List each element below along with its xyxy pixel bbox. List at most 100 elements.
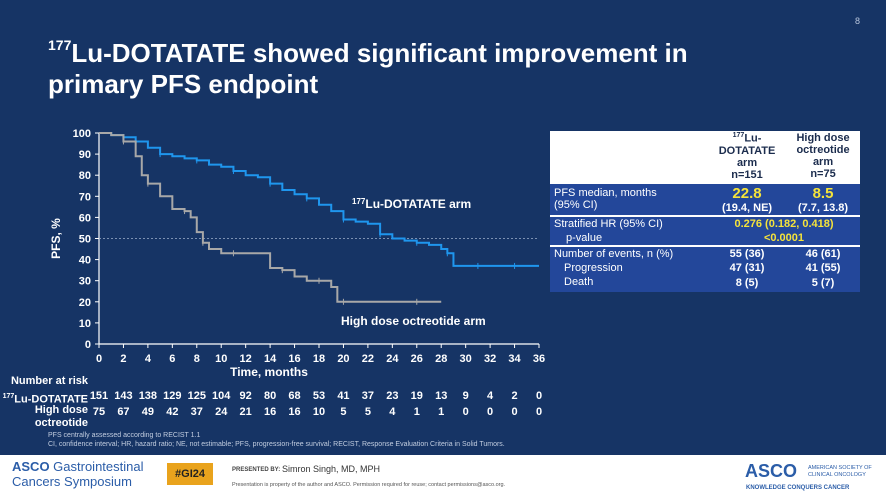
death-lu: 8 (5) bbox=[708, 274, 787, 292]
presenter-name: Simron Singh, MD, MPH bbox=[282, 464, 381, 474]
table-header-oct-line2: octreotide bbox=[796, 144, 850, 157]
risk-num-lu: 53 bbox=[312, 390, 326, 402]
pfs-oct-value: 8.5 bbox=[812, 184, 834, 202]
risk-num-octreotide: 0 bbox=[487, 406, 494, 418]
hr-label: Stratified HR (95% CI) bbox=[550, 214, 708, 231]
death-label: Death bbox=[550, 274, 708, 292]
risk-num-lu: 92 bbox=[239, 390, 252, 402]
footer-bar: ASCO Gastrointestinal Cancers Symposium … bbox=[0, 455, 886, 498]
table-header-row: 177Lu- DOTATATE arm n=151 High dose octr… bbox=[550, 131, 860, 183]
asco-gi-logo: ASCO Gastrointestinal Cancers Symposium bbox=[12, 459, 144, 489]
risk-num-lu: 143 bbox=[114, 390, 133, 402]
x-tick-label: 10 bbox=[215, 353, 227, 365]
risk-num-octreotide: 4 bbox=[389, 406, 396, 418]
risk-num-lu: 19 bbox=[410, 390, 423, 402]
risk-num-octreotide: 10 bbox=[312, 406, 326, 418]
x-tick-label: 18 bbox=[313, 353, 325, 365]
risk-num-octreotide: 21 bbox=[239, 406, 252, 418]
risk-num-octreotide: 37 bbox=[190, 406, 203, 418]
death-oct: 5 (7) bbox=[786, 274, 860, 292]
risk-num-octreotide: 0 bbox=[462, 406, 469, 418]
table-header-lu-line2: DOTATATE bbox=[718, 144, 776, 157]
risk-num-lu: 80 bbox=[263, 390, 277, 402]
x-tick-label: 2 bbox=[120, 353, 126, 365]
pfs-label-1: PFS median, months bbox=[554, 187, 657, 200]
risk-num-octreotide: 49 bbox=[141, 406, 154, 418]
series-line-lu-dotatate bbox=[99, 132, 539, 267]
table-header-oct-line1: High dose bbox=[796, 132, 850, 145]
table-header-lu-rest: Lu- bbox=[744, 132, 762, 145]
x-tick-label: 0 bbox=[96, 353, 102, 365]
risk-row-label-octreotide-line1: High dose bbox=[34, 404, 88, 416]
risk-row-label-lu-sup: 177 bbox=[2, 393, 15, 400]
p-label: p-value bbox=[550, 230, 708, 246]
series-label-lu-dotatate: 177Lu-DOTATATE arm bbox=[352, 197, 471, 211]
table-row-pvalue: p-value <0.0001 bbox=[550, 230, 860, 246]
risk-num-lu: 129 bbox=[163, 390, 182, 402]
x-tick-label: 6 bbox=[169, 353, 175, 365]
footnote-1: PFS centrally assessed according to RECI… bbox=[48, 432, 201, 439]
risk-num-lu: 104 bbox=[212, 390, 231, 402]
hr-value: 0.276 (0.182, 0.418) bbox=[708, 214, 860, 231]
risk-table-title: Number at risk bbox=[10, 375, 88, 387]
pfs-oct-ci: (7.7, 13.8) bbox=[797, 201, 849, 214]
progression-label: Progression bbox=[550, 260, 708, 275]
events-oct: 46 (61) bbox=[786, 244, 860, 261]
risk-num-lu: 68 bbox=[288, 390, 301, 402]
y-tick-label: 40 bbox=[79, 255, 91, 267]
asco-society-line1: AMERICAN SOCIETY OF bbox=[808, 465, 872, 471]
x-tick-label: 32 bbox=[484, 353, 496, 365]
x-axis-label: Time, months bbox=[230, 365, 308, 378]
asco-logo: ASCO bbox=[745, 461, 798, 481]
risk-num-lu: 9 bbox=[462, 390, 469, 402]
pfs-lu-ci: (19.4, NE) bbox=[721, 201, 773, 214]
risk-num-octreotide: 0 bbox=[511, 406, 518, 418]
y-axis-label: PFS, % bbox=[49, 218, 63, 259]
progression-oct: 41 (55) bbox=[786, 260, 860, 275]
series-label-octreotide: High dose octreotide arm bbox=[341, 314, 486, 328]
asco-society-name: AMERICAN SOCIETY OF CLINICAL ONCOLOGY bbox=[808, 465, 878, 479]
risk-num-octreotide: 24 bbox=[215, 406, 228, 418]
risk-num-lu: 138 bbox=[138, 390, 158, 402]
table-header-blank bbox=[550, 131, 708, 183]
risk-num-lu: 23 bbox=[386, 390, 399, 402]
risk-row-label-lu-text: Lu-DOTATATE bbox=[14, 393, 88, 406]
x-tick-label: 22 bbox=[362, 353, 374, 365]
risk-num-lu: 0 bbox=[535, 390, 543, 402]
y-tick-label: 70 bbox=[79, 191, 91, 203]
risk-num-octreotide: 1 bbox=[413, 406, 420, 418]
table-header-lu-sup: 177 bbox=[732, 132, 745, 139]
series-label-lu-sup: 177 bbox=[352, 197, 366, 206]
summary-table: 177Lu- DOTATATE arm n=151 High dose octr… bbox=[550, 131, 860, 292]
pfs-oct-cell: 8.5 (7.7, 13.8) bbox=[786, 181, 860, 216]
x-tick-label: 28 bbox=[435, 353, 447, 365]
x-tick-label: 26 bbox=[411, 353, 423, 365]
table-header-lu: 177Lu- DOTATATE arm n=151 bbox=[708, 131, 787, 183]
x-tick-label: 30 bbox=[460, 353, 472, 365]
risk-num-lu: 125 bbox=[187, 390, 206, 402]
risk-num-octreotide: 16 bbox=[263, 406, 277, 418]
table-row-progression: Progression 47 (31) 41 (55) bbox=[550, 260, 860, 275]
presented-by-label: PRESENTED BY: bbox=[232, 467, 281, 473]
risk-num-lu: 4 bbox=[487, 390, 494, 402]
y-tick-label: 10 bbox=[79, 318, 91, 330]
y-tick-label: 90 bbox=[79, 149, 91, 161]
risk-num-lu: 41 bbox=[337, 390, 350, 402]
table-row-hr: Stratified HR (95% CI) 0.276 (0.182, 0.4… bbox=[550, 214, 860, 231]
risk-num-lu: 13 bbox=[435, 390, 448, 402]
x-tick-label: 24 bbox=[386, 353, 399, 365]
pfs-lu-value: 22.8 bbox=[732, 184, 762, 202]
events-label: Number of events, n (%) bbox=[550, 244, 708, 261]
p-value: <0.0001 bbox=[708, 230, 860, 246]
x-tick-label: 16 bbox=[288, 353, 300, 365]
risk-row-label-octreotide: High dose octreotide bbox=[0, 404, 88, 430]
slide: 8 177Lu-DOTATATE showed significant impr… bbox=[0, 0, 886, 455]
risk-num-octreotide: 5 bbox=[364, 406, 371, 418]
x-tick-label: 36 bbox=[533, 353, 545, 365]
asco-tagline: KNOWLEDGE CONQUERS CANCER bbox=[746, 485, 850, 491]
x-tick-label: 14 bbox=[264, 353, 277, 365]
page-number: 8 bbox=[854, 16, 860, 26]
risk-num-octreotide: 67 bbox=[117, 406, 130, 418]
title-superscript: 177 bbox=[48, 37, 72, 54]
table-row-events: Number of events, n (%) 55 (36) 46 (61) bbox=[550, 244, 860, 261]
